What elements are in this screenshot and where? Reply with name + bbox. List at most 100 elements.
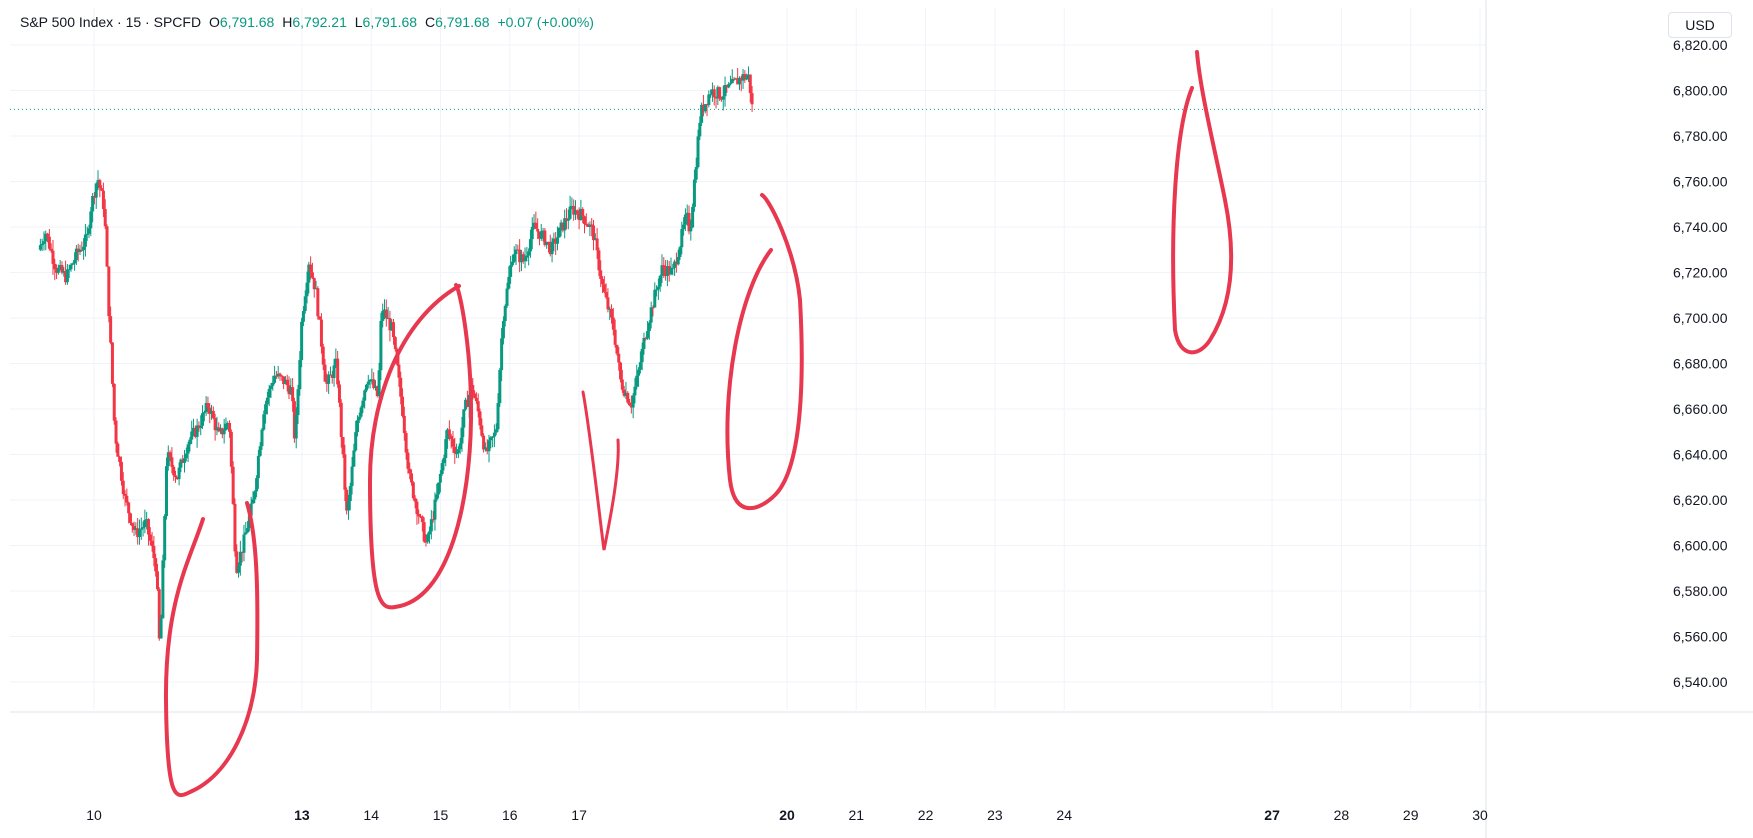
candle-body: [537, 231, 541, 239]
candle-body: [638, 362, 642, 370]
candle-body: [442, 457, 446, 464]
candle-body: [422, 522, 426, 542]
candle-body: [734, 78, 738, 80]
candle-body: [512, 254, 516, 262]
candle-body: [530, 226, 534, 240]
candle-body: [516, 249, 520, 251]
candle-body: [78, 249, 82, 253]
candle-body: [628, 402, 632, 406]
candle-body: [577, 214, 581, 221]
candle-body: [685, 212, 689, 215]
price-tick-label: 6,620.00: [1673, 492, 1728, 508]
candle-body: [92, 196, 96, 198]
candle-body: [678, 247, 682, 257]
candle-body: [231, 466, 235, 504]
candle-body: [341, 437, 345, 455]
candle-body: [658, 275, 662, 287]
candle-body: [673, 261, 677, 268]
candle-body: [557, 227, 561, 238]
annotation-loop-4: [1171, 50, 1234, 355]
candle-body: [676, 256, 680, 265]
open-label: O: [208, 14, 220, 30]
candle-body: [696, 136, 700, 168]
time-axis[interactable]: 10 13 14 15 16 17 20 21 22 23 24 27 28 29 30: [86, 807, 1488, 823]
candle-body: [476, 401, 480, 412]
candle-body: [224, 423, 228, 431]
candle-body: [674, 261, 678, 265]
candle-body: [152, 546, 156, 559]
close-label: C: [424, 14, 436, 30]
close-value: 6,791.68: [435, 14, 490, 30]
low-label: L: [354, 14, 363, 30]
candle-body: [350, 466, 354, 487]
candle-body: [721, 96, 725, 100]
open-value: 6,791.68: [219, 14, 275, 30]
candle-body: [748, 74, 752, 94]
candle-body: [312, 277, 316, 290]
candle-body: [276, 373, 280, 377]
candle-body: [514, 249, 518, 255]
candle-body: [143, 520, 147, 528]
candle-body: [125, 495, 129, 503]
candle-body: [197, 425, 201, 429]
candle-body: [55, 269, 59, 273]
candle-body: [137, 529, 141, 538]
candle-body: [451, 439, 455, 447]
candle-body: [159, 618, 163, 639]
candle-body: [433, 499, 437, 520]
candle-body: [213, 418, 217, 431]
symbol-legend: S&P 500 Index · 15 · SPCFD O6,791.68 H6,…: [20, 14, 594, 30]
candle-body: [381, 311, 385, 321]
candle-body: [698, 122, 702, 137]
candle-body: [694, 167, 698, 180]
candle-body: [357, 416, 361, 421]
candle-body: [741, 74, 745, 81]
candle-body: [211, 410, 215, 419]
change-value: +0.07 (+0.00%): [497, 14, 594, 30]
candle-body: [424, 541, 428, 543]
candle-body: [204, 403, 208, 413]
candle-body: [662, 265, 666, 269]
symbol-title[interactable]: S&P 500 Index · 15 · SPCFD: [20, 14, 202, 30]
candle-body: [87, 228, 91, 234]
high-value: 6,792.21: [292, 14, 347, 30]
candle-body: [267, 388, 271, 398]
candle-body: [186, 444, 190, 454]
candle-body: [208, 407, 212, 414]
candle-body: [447, 429, 451, 436]
candle-body: [669, 267, 673, 275]
candle-body: [725, 84, 729, 88]
candle-body: [563, 218, 567, 231]
candle-body: [500, 338, 504, 371]
candle-body: [163, 516, 167, 561]
candle-body: [282, 376, 286, 385]
candle-body: [355, 420, 359, 433]
candle-body: [264, 404, 268, 415]
candle-body: [615, 344, 619, 354]
candle-body: [440, 463, 444, 474]
candle-body: [51, 250, 55, 264]
candle-body: [619, 362, 623, 380]
candle-body: [525, 255, 529, 258]
currency-button[interactable]: USD: [1668, 12, 1732, 38]
candle-body: [453, 446, 457, 454]
candle-body: [188, 439, 192, 445]
candle-body: [157, 589, 161, 639]
candle-body: [190, 431, 194, 440]
candle-body: [253, 491, 257, 500]
candle-body: [287, 385, 291, 395]
candle-body: [406, 452, 410, 469]
candle-body: [665, 266, 669, 277]
candle-body: [521, 254, 525, 262]
price-tick-label: 6,760.00: [1673, 174, 1728, 190]
time-tick-label: 23: [987, 807, 1003, 823]
price-axis[interactable]: 6,540.00 6,560.00 6,580.00 6,600.00 6,620.00…: [1673, 37, 1728, 690]
time-tick-label: 14: [363, 807, 379, 823]
candle-body: [366, 381, 370, 385]
candle-body: [649, 307, 653, 323]
price-tick-label: 6,600.00: [1673, 538, 1728, 554]
candle-body: [192, 427, 196, 432]
candle-body: [473, 393, 477, 398]
